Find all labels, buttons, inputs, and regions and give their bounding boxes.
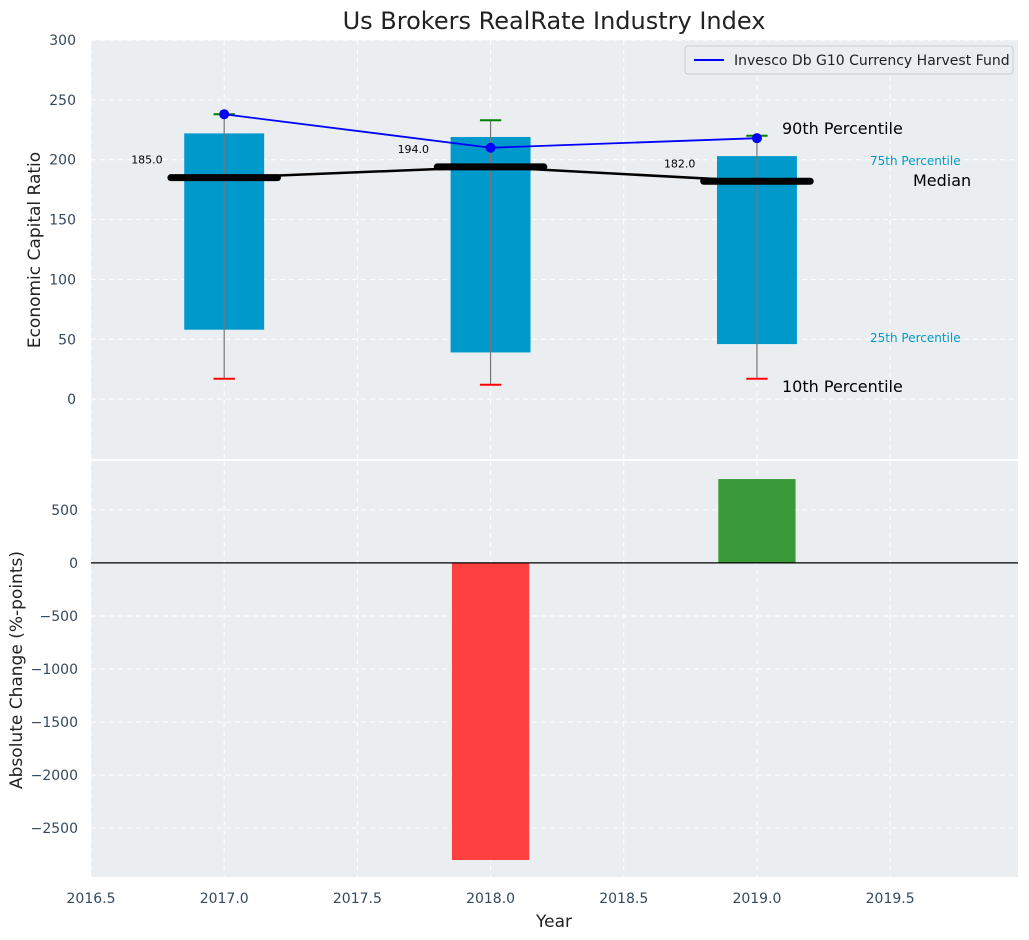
top-y-tick-label: 0 <box>67 392 76 408</box>
bottom-y-tick-label: −2000 <box>31 768 78 784</box>
legend-label: Invesco Db G10 Currency Harvest Fund <box>734 53 1010 69</box>
median-value-label: 182.0 <box>664 157 696 170</box>
x-tick-label: 2019.5 <box>866 891 915 907</box>
bottom-y-tick-label: −1500 <box>31 715 78 731</box>
annotation-10th: 10th Percentile <box>782 377 903 396</box>
bottom-y-tick-label: −500 <box>40 609 78 625</box>
series-point <box>751 133 762 144</box>
bottom-chart-marks <box>91 479 1018 861</box>
annotation-90th: 90th Percentile <box>782 119 903 138</box>
change-bar <box>451 562 530 861</box>
legend: Invesco Db G10 Currency Harvest Fund <box>684 45 1014 75</box>
x-axis-label: Year <box>535 912 572 932</box>
annotation-25th: 25th Percentile <box>870 331 961 345</box>
top-y-axis-label: Economic Capital Ratio <box>25 152 45 348</box>
annotation-median: Median <box>913 171 971 190</box>
top-chart-marks: 185.0 194.0 182.0 <box>131 109 814 386</box>
top-y-tick-label: 50 <box>58 332 76 348</box>
top-y-tick-label: 150 <box>49 213 76 229</box>
x-tick-label: 2017.5 <box>333 891 382 907</box>
series-point <box>219 109 230 120</box>
median-value-label: 194.0 <box>398 143 430 156</box>
median-value-label: 185.0 <box>131 154 163 167</box>
x-tick-label: 2018.0 <box>466 891 515 907</box>
series-point <box>485 142 496 153</box>
x-tick-label: 2019.0 <box>732 891 781 907</box>
x-tick-label: 2018.5 <box>599 891 648 907</box>
x-tick-label: 2016.5 <box>67 891 116 907</box>
bottom-y-tick-label: 0 <box>69 556 78 572</box>
change-bar <box>718 479 796 563</box>
median-trend-line <box>224 165 758 183</box>
top-y-tick-label: 200 <box>49 153 76 169</box>
top-y-tick-label: 300 <box>49 33 76 49</box>
legend-box <box>684 45 1014 75</box>
tick-labels: 0 50 100 150 200 250 300 −2500 −2000 −1500 −1000 −5… <box>31 33 915 907</box>
bottom-y-tick-label: −2500 <box>31 821 78 837</box>
top-y-tick-label: 250 <box>49 93 76 109</box>
top-y-tick-label: 100 <box>49 272 76 288</box>
annotation-75th: 75th Percentile <box>870 154 961 168</box>
bottom-y-tick-label: −1000 <box>31 662 78 678</box>
chart-title: Us Brokers RealRate Industry Index <box>343 7 766 35</box>
x-tick-label: 2017.0 <box>200 891 249 907</box>
bottom-y-axis-label: Absolute Change (%-points) <box>7 551 27 789</box>
bottom-y-tick-label: 500 <box>51 503 78 519</box>
